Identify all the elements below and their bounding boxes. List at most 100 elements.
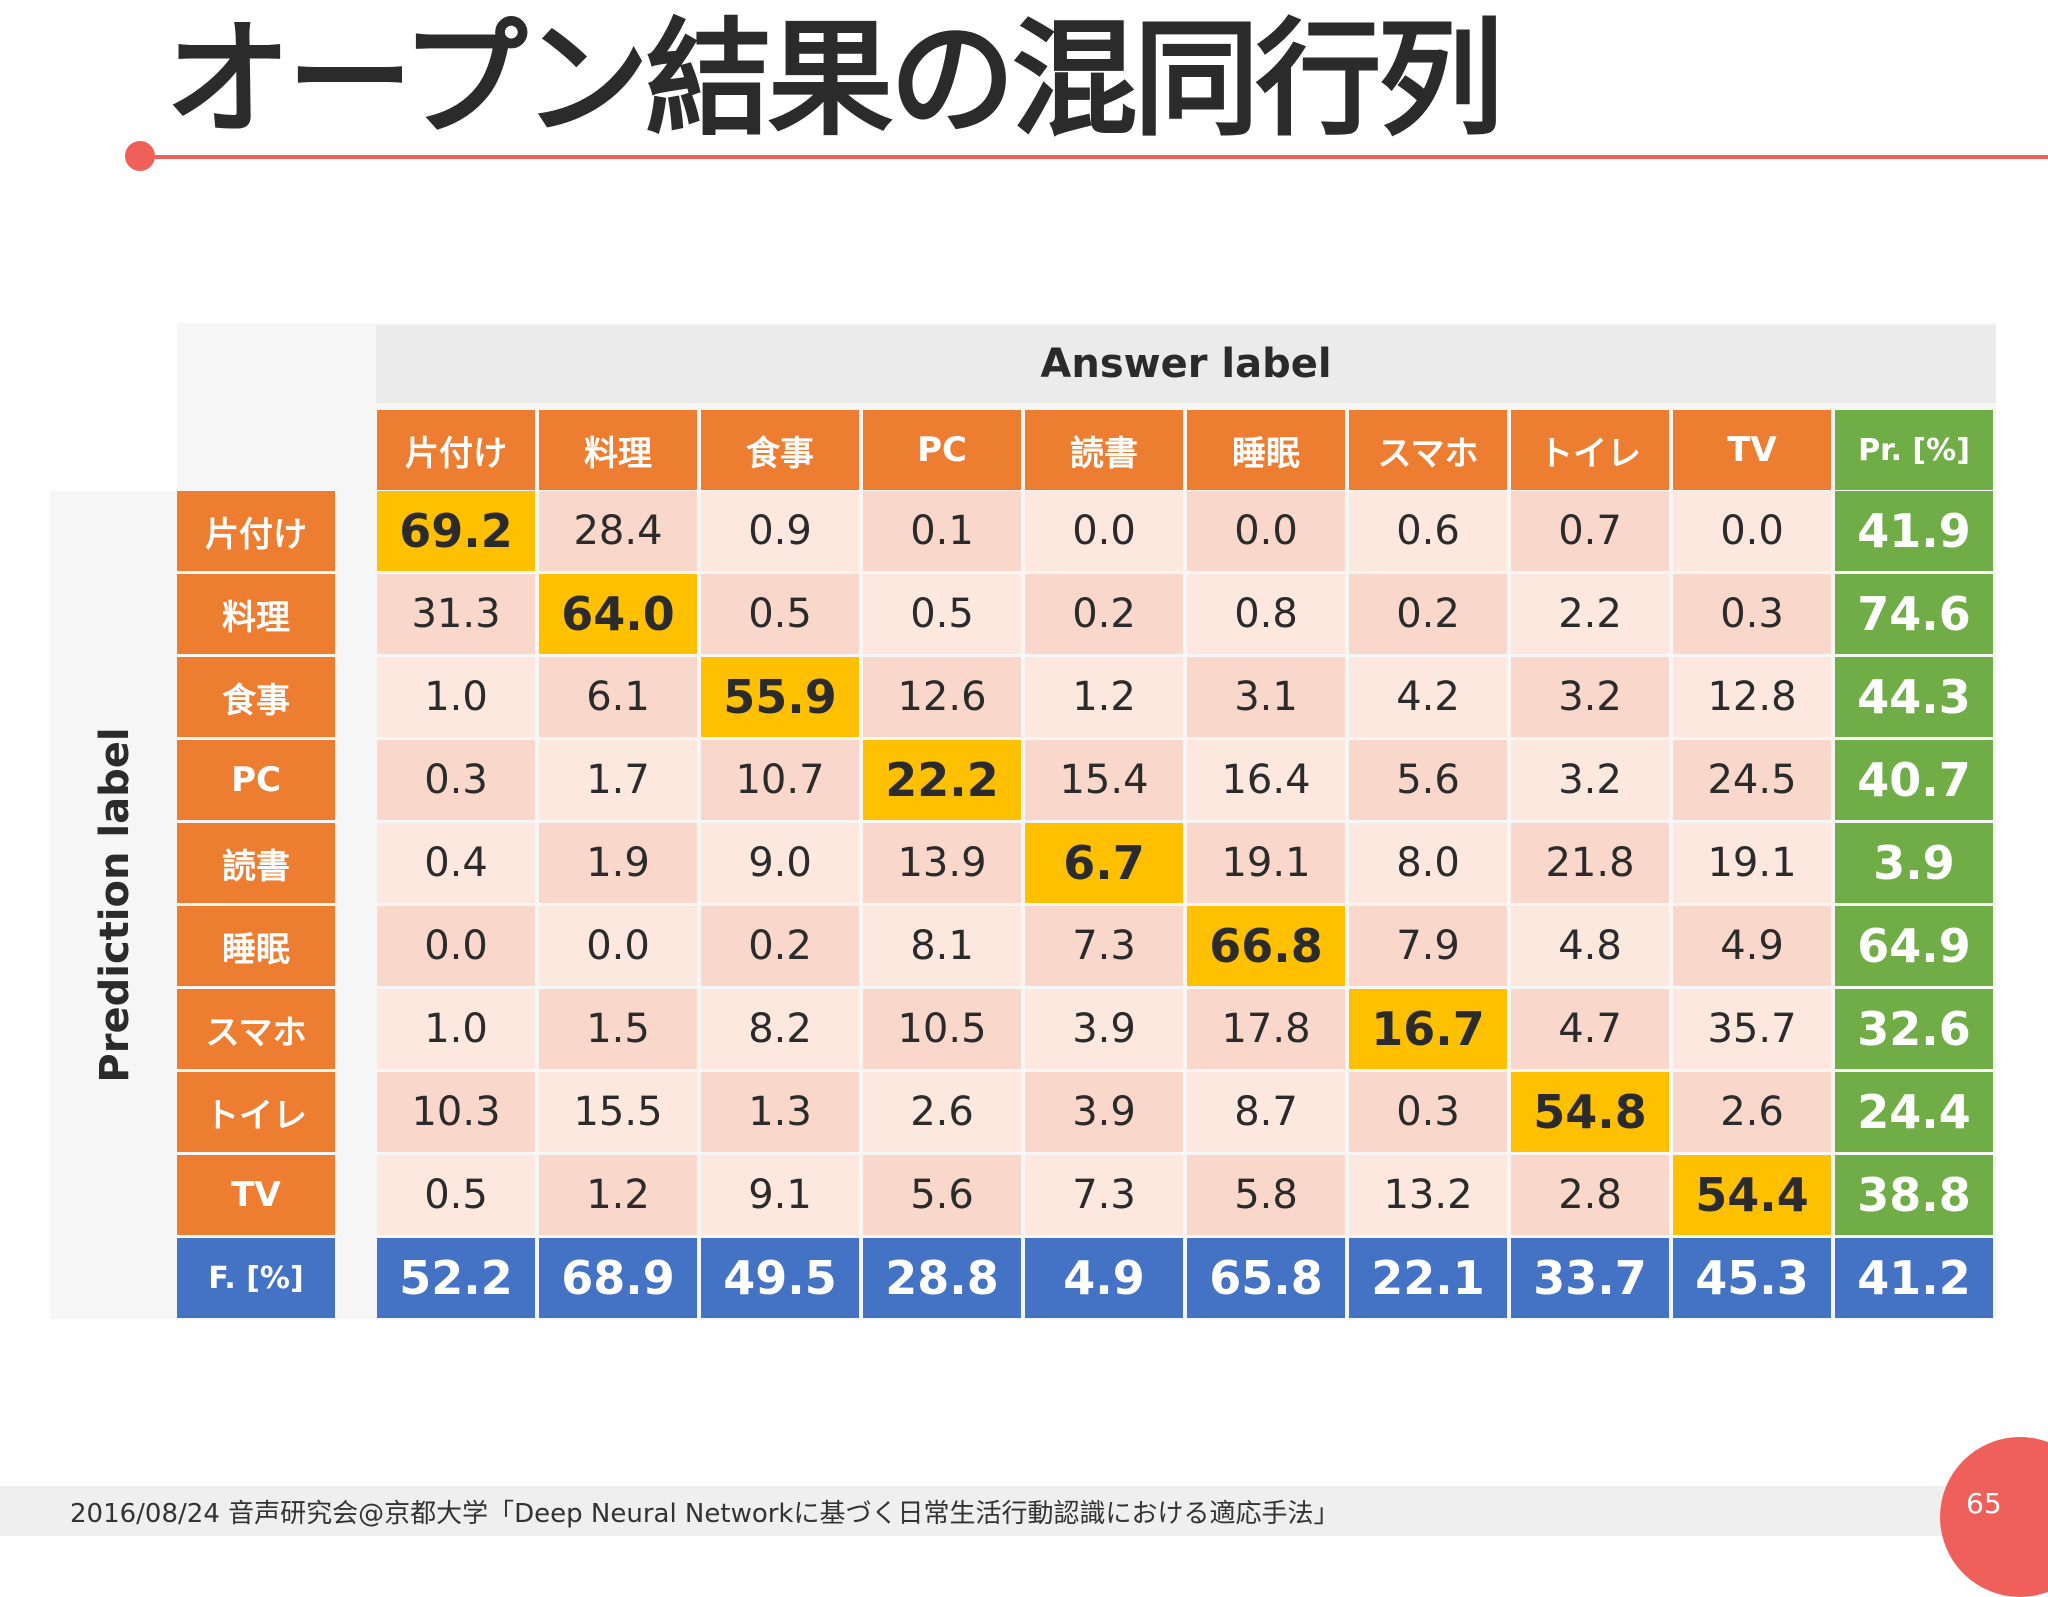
confusion-matrix-frame: [50, 323, 1996, 1319]
matrix-cell: 21.8: [1511, 823, 1669, 903]
matrix-cell: 7.3: [1025, 1155, 1183, 1235]
precision-cell: 41.9: [1835, 491, 1993, 571]
matrix-cell: 2.8: [1511, 1155, 1669, 1235]
matrix-cell: 7.9: [1349, 906, 1507, 986]
row-header: 食事: [177, 657, 335, 737]
matrix-cell: 24.5: [1673, 740, 1831, 820]
footer-bar: [0, 1486, 2048, 1536]
matrix-cell: 28.4: [539, 491, 697, 571]
column-header: 片付け: [377, 410, 535, 490]
matrix-cell: 13.9: [863, 823, 1021, 903]
fscore-header: F. [%]: [177, 1238, 335, 1318]
footer-text: 2016/08/24 音声研究会@京都大学「Deep Neural Networ…: [70, 1499, 1340, 1529]
title-bullet-dot: [125, 141, 155, 171]
matrix-cell: 4.9: [1673, 906, 1831, 986]
diagonal-cell: 54.8: [1511, 1072, 1669, 1152]
fscore-cell: 52.2: [377, 1238, 535, 1318]
diagonal-cell: 6.7: [1025, 823, 1183, 903]
fscore-cell: 4.9: [1025, 1238, 1183, 1318]
precision-cell: 64.9: [1835, 906, 1993, 986]
matrix-cell: 17.8: [1187, 989, 1345, 1069]
matrix-cell: 1.5: [539, 989, 697, 1069]
row-header: 読書: [177, 823, 335, 903]
matrix-cell: 6.1: [539, 657, 697, 737]
matrix-cell: 15.4: [1025, 740, 1183, 820]
fscore-cell: 68.9: [539, 1238, 697, 1318]
answer-label-header: Answer label: [376, 325, 1996, 403]
diagonal-cell: 69.2: [377, 491, 535, 571]
diagonal-cell: 66.8: [1187, 906, 1345, 986]
matrix-cell: 31.3: [377, 574, 535, 654]
matrix-cell: 2.6: [863, 1072, 1021, 1152]
matrix-cell: 0.2: [1025, 574, 1183, 654]
diagonal-cell: 22.2: [863, 740, 1021, 820]
matrix-cell: 8.1: [863, 906, 1021, 986]
matrix-cell: 8.2: [701, 989, 859, 1069]
diagonal-cell: 64.0: [539, 574, 697, 654]
column-header: 食事: [701, 410, 859, 490]
precision-cell: 24.4: [1835, 1072, 1993, 1152]
diagonal-cell: 54.4: [1673, 1155, 1831, 1235]
fscore-cell: 45.3: [1673, 1238, 1831, 1318]
matrix-cell: 4.2: [1349, 657, 1507, 737]
matrix-cell: 1.0: [377, 989, 535, 1069]
matrix-cell: 10.7: [701, 740, 859, 820]
overall-cell: 41.2: [1835, 1238, 1993, 1318]
matrix-cell: 19.1: [1673, 823, 1831, 903]
title-underline: [140, 155, 2048, 159]
matrix-cell: 19.1: [1187, 823, 1345, 903]
matrix-cell: 0.0: [1025, 491, 1183, 571]
matrix-cell: 9.1: [701, 1155, 859, 1235]
matrix-cell: 10.3: [377, 1072, 535, 1152]
column-header: PC: [863, 410, 1021, 490]
row-header: 料理: [177, 574, 335, 654]
matrix-cell: 1.9: [539, 823, 697, 903]
prediction-label-header: Prediction label: [92, 727, 138, 1083]
precision-cell: 3.9: [1835, 823, 1993, 903]
diagonal-cell: 55.9: [701, 657, 859, 737]
precision-cell: 44.3: [1835, 657, 1993, 737]
matrix-cell: 0.1: [863, 491, 1021, 571]
matrix-cell: 1.3: [701, 1072, 859, 1152]
fscore-cell: 33.7: [1511, 1238, 1669, 1318]
matrix-cell: 0.3: [377, 740, 535, 820]
precision-cell: 38.8: [1835, 1155, 1993, 1235]
column-header: スマホ: [1349, 410, 1507, 490]
matrix-cell: 0.3: [1673, 574, 1831, 654]
matrix-cell: 1.2: [1025, 657, 1183, 737]
matrix-cell: 0.5: [701, 574, 859, 654]
matrix-cell: 12.6: [863, 657, 1021, 737]
row-header: PC: [177, 740, 335, 820]
precision-cell: 32.6: [1835, 989, 1993, 1069]
precision-cell: 74.6: [1835, 574, 1993, 654]
matrix-cell: 5.8: [1187, 1155, 1345, 1235]
precision-header: Pr. [%]: [1835, 410, 1993, 490]
page-number: 65: [1966, 1487, 2002, 1520]
column-header: TV: [1673, 410, 1831, 490]
matrix-cell: 0.9: [701, 491, 859, 571]
matrix-cell: 8.7: [1187, 1072, 1345, 1152]
matrix-cell: 0.0: [377, 906, 535, 986]
matrix-cell: 0.3: [1349, 1072, 1507, 1152]
matrix-cell: 3.2: [1511, 740, 1669, 820]
matrix-cell: 8.0: [1349, 823, 1507, 903]
row-header: TV: [177, 1155, 335, 1235]
matrix-cell: 13.2: [1349, 1155, 1507, 1235]
fscore-cell: 28.8: [863, 1238, 1021, 1318]
matrix-cell: 3.1: [1187, 657, 1345, 737]
matrix-cell: 16.4: [1187, 740, 1345, 820]
matrix-cell: 0.2: [1349, 574, 1507, 654]
matrix-cell: 0.8: [1187, 574, 1345, 654]
matrix-cell: 5.6: [863, 1155, 1021, 1235]
matrix-cell: 7.3: [1025, 906, 1183, 986]
column-header: トイレ: [1511, 410, 1669, 490]
matrix-cell: 35.7: [1673, 989, 1831, 1069]
row-header: 睡眠: [177, 906, 335, 986]
fscore-cell: 22.1: [1349, 1238, 1507, 1318]
matrix-cell: 10.5: [863, 989, 1021, 1069]
matrix-cell: 0.5: [377, 1155, 535, 1235]
matrix-cell: 9.0: [701, 823, 859, 903]
column-header: 読書: [1025, 410, 1183, 490]
column-header: 料理: [539, 410, 697, 490]
fscore-cell: 49.5: [701, 1238, 859, 1318]
